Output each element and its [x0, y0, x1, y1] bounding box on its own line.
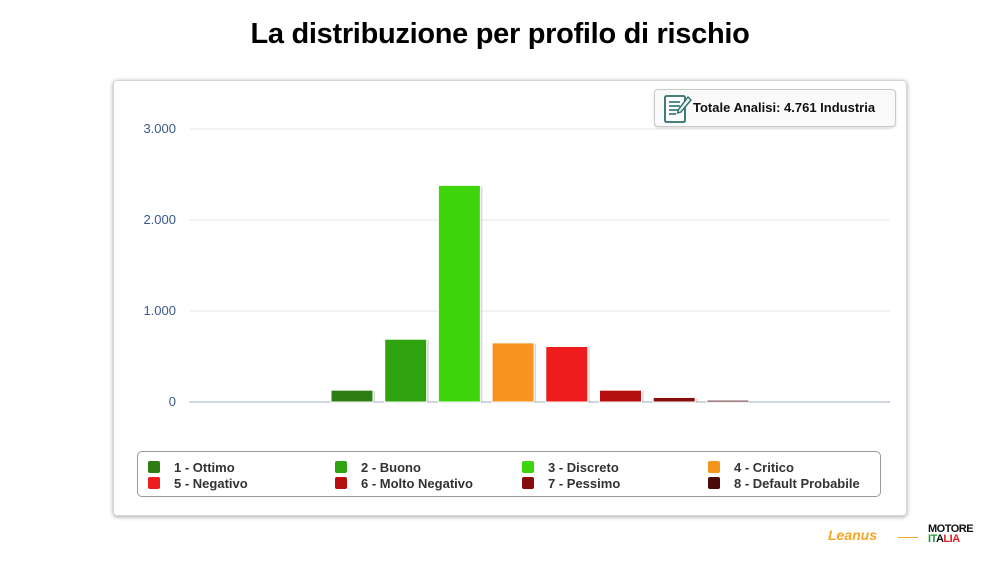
legend-item[interactable]: 8 - Default Probabile — [708, 475, 860, 491]
summary-box: Totale Analisi: 4.761 Industria — [654, 89, 896, 127]
y-tick-label: 3.000 — [143, 121, 176, 136]
bar-chart: 3.000 2.000 1.000 0 — [143, 121, 890, 409]
bar-7[interactable] — [652, 396, 696, 403]
bar-2[interactable] — [384, 338, 428, 403]
legend-swatch — [148, 461, 160, 473]
legend-item[interactable]: 3 - Discreto — [522, 459, 619, 475]
legend-item[interactable]: 4 - Critico — [708, 459, 794, 475]
summary-text: Totale Analisi: 4.761 Industria — [693, 100, 876, 115]
leanus-logo: Leanus — [828, 527, 878, 543]
chart-legend: 1 - Ottimo 2 - Buono 3 - Discreto 4 - Cr… — [137, 451, 881, 497]
legend-label: 2 - Buono — [361, 459, 421, 475]
bar-8[interactable] — [706, 399, 750, 403]
legend-item[interactable]: 6 - Molto Negativo — [335, 475, 473, 491]
document-edit-icon — [664, 95, 692, 123]
y-tick-label: 0 — [169, 394, 176, 409]
legend-label: 1 - Ottimo — [174, 459, 235, 475]
motore-italia-logo: MOTORE — [928, 523, 974, 535]
legend-label: 4 - Critico — [734, 459, 794, 475]
chart-card: 3.000 2.000 1.000 0 Totale Analisi: 4.761 I… — [113, 80, 907, 516]
legend-swatch — [708, 477, 720, 489]
legend-swatch — [708, 461, 720, 473]
legend-swatch — [522, 461, 534, 473]
bar-1[interactable] — [330, 389, 374, 403]
logo-separator — [898, 537, 918, 538]
footer-logos: Leanus MOTORE ITALIA — [828, 524, 988, 548]
legend-label: 7 - Pessimo — [548, 475, 621, 491]
bar-4[interactable] — [491, 342, 535, 403]
legend-label: 8 - Default Probabile — [734, 475, 860, 491]
legend-swatch — [148, 477, 160, 489]
legend-label: 6 - Molto Negativo — [361, 475, 473, 491]
legend-label: 5 - Negativo — [174, 475, 248, 491]
y-tick-label: 2.000 — [143, 212, 176, 227]
bar-6[interactable] — [599, 389, 642, 403]
legend-item[interactable]: 5 - Negativo — [148, 475, 248, 491]
legend-label: 3 - Discreto — [548, 459, 619, 475]
legend-swatch — [335, 477, 347, 489]
legend-item[interactable]: 2 - Buono — [335, 459, 421, 475]
bar-5[interactable] — [545, 345, 589, 403]
y-tick-label: 1.000 — [143, 303, 176, 318]
legend-swatch — [522, 477, 534, 489]
legend-swatch — [335, 461, 347, 473]
motore-italia-logo-line2: ITALIA — [928, 533, 960, 545]
slide-title: La distribuzione per profilo di rischio — [250, 18, 750, 50]
legend-item[interactable]: 7 - Pessimo — [522, 475, 620, 491]
bar-3[interactable] — [437, 184, 481, 403]
legend-item[interactable]: 1 - Ottimo — [148, 459, 235, 475]
